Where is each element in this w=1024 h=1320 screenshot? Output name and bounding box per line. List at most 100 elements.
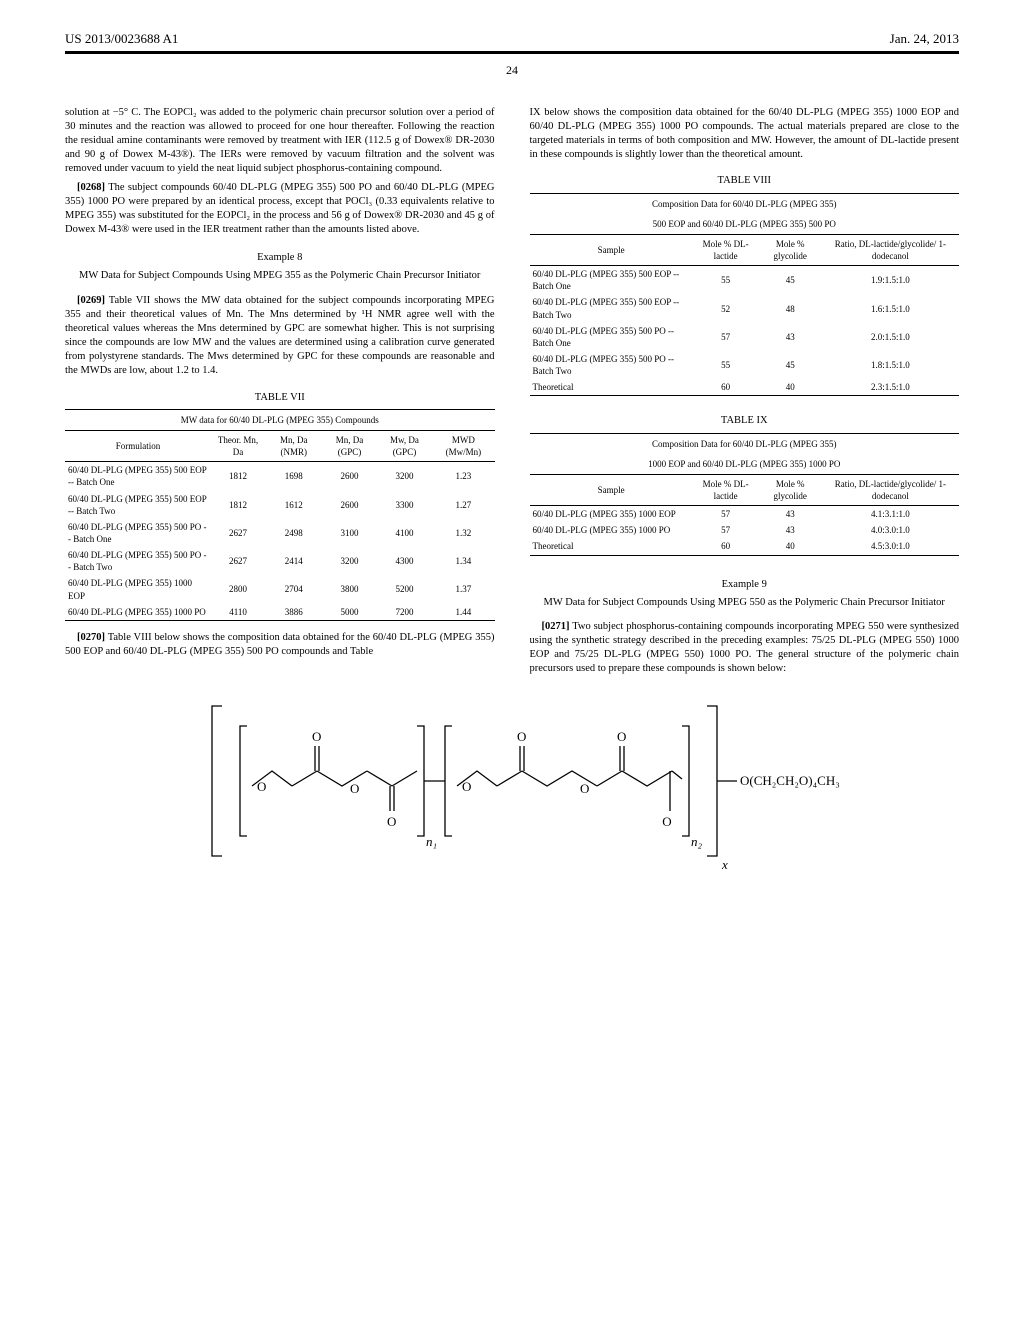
table-cell: 2414 xyxy=(265,547,322,575)
table-cell: 3800 xyxy=(322,575,376,603)
table-cell: 45 xyxy=(759,351,822,379)
table-cell: 43 xyxy=(759,522,822,538)
table-cell: 57 xyxy=(693,522,759,538)
right-column: IX below shows the composition data obta… xyxy=(530,106,960,681)
table-cell: 5200 xyxy=(377,575,433,603)
table-cell: 2800 xyxy=(211,575,265,603)
table-row: 60/40 DL-PLG (MPEG 355) 500 PO -- Batch … xyxy=(530,351,960,379)
table-header-cell: Sample xyxy=(530,234,693,265)
chem-O-label: O xyxy=(257,779,266,794)
table-9-title-l2: 1000 EOP and 60/40 DL-PLG (MPEG 355) 100… xyxy=(530,454,960,475)
chem-O-label: O xyxy=(617,729,626,744)
para-number: [0271] xyxy=(542,621,570,632)
table-cell: 40 xyxy=(759,538,822,555)
table-cell: 60/40 DL-PLG (MPEG 355) 500 PO -- Batch … xyxy=(65,547,211,575)
table-cell: 2627 xyxy=(211,519,265,547)
table-cell: 1.37 xyxy=(432,575,494,603)
table-cell: 57 xyxy=(693,323,759,351)
table-cell: 60/40 DL-PLG (MPEG 355) 1000 PO xyxy=(530,522,693,538)
table-9-title-l1: Composition Data for 60/40 DL-PLG (MPEG … xyxy=(530,433,960,454)
table-cell: 4.5:3.0:1.0 xyxy=(822,538,959,555)
example-8-subtitle: MW Data for Subject Compounds Using MPEG… xyxy=(65,269,495,283)
table-row: 60/40 DL-PLG (MPEG 355) 1000 EOP57434.1:… xyxy=(530,506,960,523)
table-cell: 1.44 xyxy=(432,604,494,621)
table-header-cell: Formulation xyxy=(65,430,211,461)
table-cell: 4100 xyxy=(377,519,433,547)
chem-subscript-n1: n₁ xyxy=(426,834,437,849)
table-9-header-row: Sample Mole % DL-lactide Mole % glycolid… xyxy=(530,474,960,505)
table-cell: 1812 xyxy=(211,462,265,491)
table-cell: 5000 xyxy=(322,604,376,621)
table-header-cell: Mole % glycolide xyxy=(759,234,822,265)
para-text: The subject compounds 60/40 DL-PLG (MPEG… xyxy=(65,182,495,236)
example-8-title: Example 8 xyxy=(65,251,495,265)
table-cell: 45 xyxy=(759,266,822,295)
table-row: 60/40 DL-PLG (MPEG 355) 500 PO -- Batch … xyxy=(65,547,495,575)
publication-date: Jan. 24, 2013 xyxy=(890,30,959,48)
table-cell: 3886 xyxy=(265,604,322,621)
chem-subscript-x: x xyxy=(721,857,728,872)
page-header: US 2013/0023688 A1 Jan. 24, 2013 xyxy=(65,30,959,54)
example-9-title: Example 9 xyxy=(530,578,960,592)
table-cell: 1.9:1.5:1.0 xyxy=(822,266,959,295)
table-header-cell: Mole % DL-lactide xyxy=(693,474,759,505)
table-cell: 1.6:1.5:1.0 xyxy=(822,294,959,322)
chem-O-label: O xyxy=(580,781,589,796)
table-cell: 1812 xyxy=(211,491,265,519)
table-header-cell: Theor. Mn, Da xyxy=(211,430,265,461)
table-row: 60/40 DL-PLG (MPEG 355) 1000 PO57434.0:3… xyxy=(530,522,960,538)
table-cell: 2600 xyxy=(322,462,376,491)
table-cell: 1.8:1.5:1.0 xyxy=(822,351,959,379)
table-cell: 60/40 DL-PLG (MPEG 355) 500 PO -- Batch … xyxy=(530,323,693,351)
chem-O-label: O xyxy=(387,814,396,829)
table-cell: 2704 xyxy=(265,575,322,603)
table-header-cell: Ratio, DL-lactide/glycolide/ 1-dodecanol xyxy=(822,234,959,265)
table-cell: 60 xyxy=(693,538,759,555)
table-7-header-row: Formulation Theor. Mn, Da Mn, Da (NMR) M… xyxy=(65,430,495,461)
para-text: Table VII shows the MW data obtained for… xyxy=(65,295,495,377)
table-cell: 60/40 DL-PLG (MPEG 355) 500 EOP -- Batch… xyxy=(65,491,211,519)
table-cell: 4300 xyxy=(377,547,433,575)
table-9-label: TABLE IX xyxy=(530,414,960,428)
table-row: 60/40 DL-PLG (MPEG 355) 500 PO -- Batch … xyxy=(530,323,960,351)
table-7: MW data for 60/40 DL-PLG (MPEG 355) Comp… xyxy=(65,409,495,621)
table-8-title-l2: 500 EOP and 60/40 DL-PLG (MPEG 355) 500 … xyxy=(530,214,960,235)
table-cell: 1698 xyxy=(265,462,322,491)
table-cell: 2.3:1.5:1.0 xyxy=(822,379,959,396)
table-row: Theoretical60404.5:3.0:1.0 xyxy=(530,538,960,555)
table-cell: 60/40 DL-PLG (MPEG 355) 1000 PO xyxy=(65,604,211,621)
table-cell: 60/40 DL-PLG (MPEG 355) 500 EOP -- Batch… xyxy=(65,462,211,491)
table-header-cell: Mn, Da (GPC) xyxy=(322,430,376,461)
table-header-cell: Ratio, DL-lactide/glycolide/ 1-dodecanol xyxy=(822,474,959,505)
table-cell: Theoretical xyxy=(530,538,693,555)
table-cell: 2498 xyxy=(265,519,322,547)
patent-number: US 2013/0023688 A1 xyxy=(65,30,178,48)
chem-subscript-n2: n₂ xyxy=(691,834,703,849)
paragraph-0269: [0269] Table VII shows the MW data obtai… xyxy=(65,294,495,379)
table-cell: 4.1:3.1:1.0 xyxy=(822,506,959,523)
table-row: 60/40 DL-PLG (MPEG 355) 1000 EOP28002704… xyxy=(65,575,495,603)
table-cell: 60/40 DL-PLG (MPEG 355) 1000 EOP xyxy=(65,575,211,603)
table-cell: 43 xyxy=(759,323,822,351)
table-header-cell: Mole % glycolide xyxy=(759,474,822,505)
table-cell: 1.27 xyxy=(432,491,494,519)
lead-paragraph: solution at −5° C. The EOPCl₂ was added … xyxy=(65,106,495,177)
para-number: [0269] xyxy=(77,295,105,306)
table-header-cell: Mn, Da (NMR) xyxy=(265,430,322,461)
left-column: solution at −5° C. The EOPCl₂ was added … xyxy=(65,106,495,681)
table-header-cell: MWD (Mw/Mn) xyxy=(432,430,494,461)
para-text: Two subject phosphorus-containing compou… xyxy=(530,621,960,675)
table-cell: Theoretical xyxy=(530,379,693,396)
para-number: [0270] xyxy=(77,632,105,643)
table-cell: 60/40 DL-PLG (MPEG 355) 500 PO -- Batch … xyxy=(65,519,211,547)
paragraph-0270: [0270] Table VIII below shows the compos… xyxy=(65,631,495,659)
table-cell: 1.23 xyxy=(432,462,494,491)
paragraph-0268: [0268] The subject compounds 60/40 DL-PL… xyxy=(65,181,495,238)
table-row: 60/40 DL-PLG (MPEG 355) 500 EOP -- Batch… xyxy=(65,462,495,491)
table-cell: 60/40 DL-PLG (MPEG 355) 500 EOP -- Batch… xyxy=(530,294,693,322)
chem-O-label: O xyxy=(312,729,321,744)
table-8-header-row: Sample Mole % DL-lactide Mole % glycolid… xyxy=(530,234,960,265)
table-cell: 3200 xyxy=(377,462,433,491)
table-8-title-l1: Composition Data for 60/40 DL-PLG (MPEG … xyxy=(530,193,960,214)
para-text: Table VIII below shows the composition d… xyxy=(65,632,495,657)
